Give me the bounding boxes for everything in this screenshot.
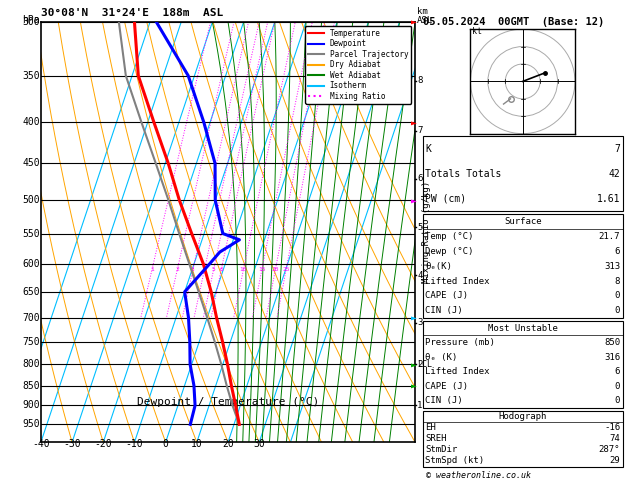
Text: hPa: hPa bbox=[22, 16, 40, 25]
Text: 0: 0 bbox=[615, 292, 620, 300]
Text: 3: 3 bbox=[191, 267, 195, 272]
Text: StmSpd (kt): StmSpd (kt) bbox=[425, 456, 484, 466]
Text: 287°: 287° bbox=[599, 445, 620, 454]
Text: Dewp (°C): Dewp (°C) bbox=[425, 247, 474, 256]
Text: 30°08'N  31°24'E  188m  ASL: 30°08'N 31°24'E 188m ASL bbox=[41, 8, 223, 18]
Text: 42: 42 bbox=[608, 169, 620, 179]
Text: 650: 650 bbox=[22, 287, 40, 297]
Text: StmDir: StmDir bbox=[425, 445, 457, 454]
Text: 10: 10 bbox=[240, 267, 247, 272]
Text: Surface: Surface bbox=[504, 217, 542, 226]
Text: 21.7: 21.7 bbox=[599, 232, 620, 241]
Text: CIN (J): CIN (J) bbox=[425, 306, 463, 315]
Text: 29: 29 bbox=[610, 456, 620, 466]
Text: -10: -10 bbox=[126, 439, 143, 449]
Text: 8: 8 bbox=[417, 76, 423, 85]
Text: 10: 10 bbox=[191, 439, 203, 449]
Text: 6: 6 bbox=[417, 174, 423, 183]
Text: LCL: LCL bbox=[416, 360, 431, 369]
Text: 2: 2 bbox=[175, 267, 179, 272]
Text: θₑ(K): θₑ(K) bbox=[425, 261, 452, 271]
Text: 20: 20 bbox=[272, 267, 279, 272]
Text: 15: 15 bbox=[258, 267, 265, 272]
Text: 6: 6 bbox=[220, 267, 223, 272]
Text: CAPE (J): CAPE (J) bbox=[425, 292, 468, 300]
Text: 0: 0 bbox=[615, 382, 620, 391]
Text: 300: 300 bbox=[22, 17, 40, 27]
Text: ►: ► bbox=[411, 381, 417, 391]
Text: kt: kt bbox=[472, 27, 482, 36]
Text: 2: 2 bbox=[417, 360, 423, 369]
Text: 7: 7 bbox=[615, 144, 620, 154]
Text: 900: 900 bbox=[22, 400, 40, 411]
Text: Dewpoint / Temperature (°C): Dewpoint / Temperature (°C) bbox=[137, 397, 319, 407]
Text: 316: 316 bbox=[604, 353, 620, 362]
Text: 700: 700 bbox=[22, 312, 40, 323]
Text: 4: 4 bbox=[417, 271, 423, 280]
Text: EH: EH bbox=[425, 423, 436, 432]
Text: 7: 7 bbox=[417, 126, 423, 136]
Legend: Temperature, Dewpoint, Parcel Trajectory, Dry Adiabat, Wet Adiabat, Isotherm, Mi: Temperature, Dewpoint, Parcel Trajectory… bbox=[305, 26, 411, 104]
Text: 350: 350 bbox=[22, 70, 40, 81]
Text: ►: ► bbox=[411, 117, 417, 127]
Text: -16: -16 bbox=[604, 423, 620, 432]
Text: 400: 400 bbox=[22, 117, 40, 127]
Text: 0: 0 bbox=[615, 397, 620, 405]
Text: 800: 800 bbox=[22, 359, 40, 369]
Text: 550: 550 bbox=[22, 228, 40, 239]
Text: 4: 4 bbox=[203, 267, 206, 272]
Text: Totals Totals: Totals Totals bbox=[425, 169, 501, 179]
Text: -40: -40 bbox=[32, 439, 50, 449]
Text: Most Unstable: Most Unstable bbox=[487, 324, 558, 332]
Text: Mixing Ratio (g/kg): Mixing Ratio (g/kg) bbox=[423, 181, 431, 283]
Text: 850: 850 bbox=[22, 381, 40, 391]
Text: 25: 25 bbox=[282, 267, 290, 272]
Text: CIN (J): CIN (J) bbox=[425, 397, 463, 405]
Text: Lifted Index: Lifted Index bbox=[425, 367, 490, 376]
Text: 313: 313 bbox=[604, 261, 620, 271]
Text: θₑ (K): θₑ (K) bbox=[425, 353, 457, 362]
Text: © weatheronline.co.uk: © weatheronline.co.uk bbox=[426, 471, 532, 480]
Text: 0: 0 bbox=[615, 306, 620, 315]
Text: 1: 1 bbox=[150, 267, 154, 272]
Text: -20: -20 bbox=[94, 439, 112, 449]
Text: 3: 3 bbox=[417, 318, 423, 327]
Text: 8: 8 bbox=[615, 277, 620, 285]
Text: 6: 6 bbox=[615, 247, 620, 256]
Text: 30: 30 bbox=[253, 439, 265, 449]
Text: 5: 5 bbox=[212, 267, 216, 272]
Text: Hodograph: Hodograph bbox=[499, 412, 547, 421]
Text: ►: ► bbox=[411, 17, 417, 27]
Text: 74: 74 bbox=[610, 434, 620, 443]
Text: 600: 600 bbox=[22, 259, 40, 269]
Text: 750: 750 bbox=[22, 337, 40, 347]
Text: CAPE (J): CAPE (J) bbox=[425, 382, 468, 391]
Text: PW (cm): PW (cm) bbox=[425, 194, 466, 204]
Text: 0: 0 bbox=[163, 439, 169, 449]
Text: SREH: SREH bbox=[425, 434, 447, 443]
Text: ►: ► bbox=[411, 359, 417, 369]
Text: ►: ► bbox=[411, 312, 417, 323]
Text: K: K bbox=[425, 144, 431, 154]
Text: -30: -30 bbox=[64, 439, 81, 449]
Text: km
ASL: km ASL bbox=[416, 7, 433, 25]
Text: 450: 450 bbox=[22, 158, 40, 169]
Text: 1: 1 bbox=[417, 401, 423, 410]
Text: Pressure (mb): Pressure (mb) bbox=[425, 338, 495, 347]
Text: ►: ► bbox=[411, 195, 417, 205]
Text: 5: 5 bbox=[417, 223, 423, 232]
Text: 1.61: 1.61 bbox=[597, 194, 620, 204]
Text: 20: 20 bbox=[222, 439, 234, 449]
Text: 6: 6 bbox=[615, 367, 620, 376]
Text: 850: 850 bbox=[604, 338, 620, 347]
Text: Temp (°C): Temp (°C) bbox=[425, 232, 474, 241]
Text: Lifted Index: Lifted Index bbox=[425, 277, 490, 285]
Text: 500: 500 bbox=[22, 195, 40, 205]
Text: 950: 950 bbox=[22, 419, 40, 429]
Text: 05.05.2024  00GMT  (Base: 12): 05.05.2024 00GMT (Base: 12) bbox=[423, 17, 604, 27]
